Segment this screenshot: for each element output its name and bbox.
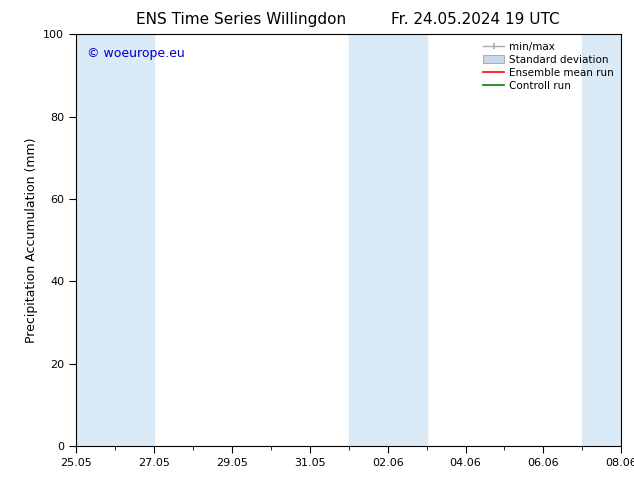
Bar [76, 34, 154, 446]
Text: Fr. 24.05.2024 19 UTC: Fr. 24.05.2024 19 UTC [391, 12, 560, 27]
Text: © woeurope.eu: © woeurope.eu [87, 47, 184, 60]
Bar [349, 34, 427, 446]
Y-axis label: Precipitation Accumulation (mm): Precipitation Accumulation (mm) [25, 137, 37, 343]
Bar [583, 34, 634, 446]
Text: ENS Time Series Willingdon: ENS Time Series Willingdon [136, 12, 346, 27]
Legend: min/max, Standard deviation, Ensemble mean run, Controll run: min/max, Standard deviation, Ensemble me… [479, 37, 618, 95]
